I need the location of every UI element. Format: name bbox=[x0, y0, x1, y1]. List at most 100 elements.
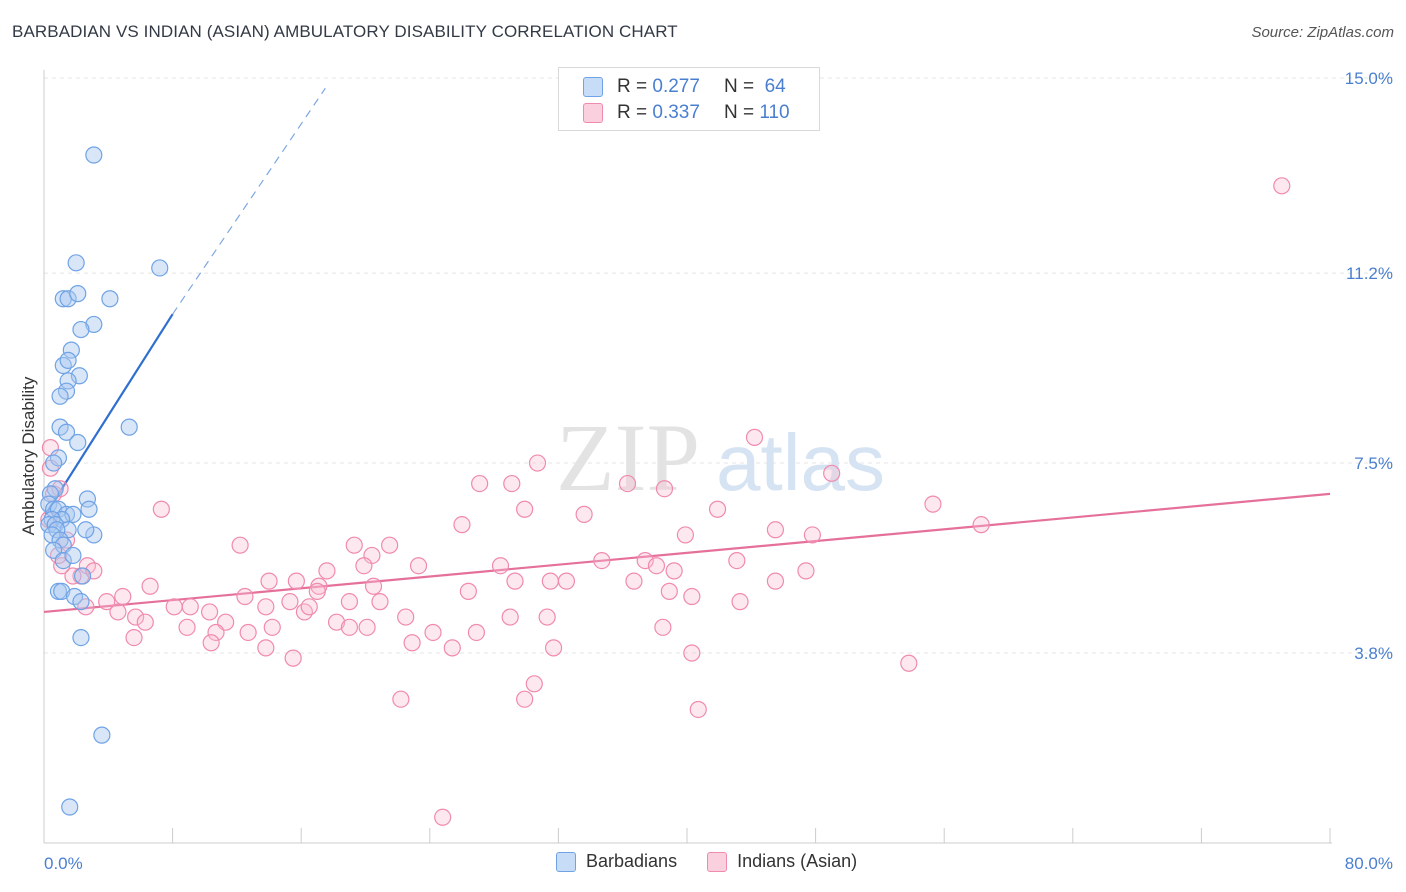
data-point bbox=[69, 433, 87, 452]
data-point bbox=[109, 603, 127, 621]
data-point bbox=[53, 582, 71, 600]
data-point bbox=[308, 582, 326, 600]
data-point bbox=[327, 613, 346, 631]
legend-row-barbadians: R = 0.277 N = 64 bbox=[583, 75, 786, 99]
data-point bbox=[165, 598, 183, 616]
data-point bbox=[364, 577, 383, 595]
data-point bbox=[544, 639, 563, 657]
data-point bbox=[541, 572, 559, 590]
data-point bbox=[345, 536, 363, 554]
x-tick-label: 80.0% bbox=[1345, 854, 1393, 873]
data-point bbox=[745, 428, 764, 446]
data-point bbox=[972, 516, 990, 534]
data-point bbox=[136, 613, 154, 631]
legend-n-value: 110 bbox=[759, 102, 790, 123]
legend-swatch-indians bbox=[583, 103, 603, 123]
data-point bbox=[803, 526, 821, 544]
data-point bbox=[151, 259, 169, 277]
data-point bbox=[766, 521, 785, 539]
source-label: Source: ZipAtlas.com bbox=[1251, 24, 1394, 41]
data-point bbox=[257, 598, 275, 616]
data-point bbox=[593, 551, 611, 570]
data-point bbox=[424, 623, 442, 642]
data-point bbox=[73, 567, 92, 585]
data-point bbox=[340, 593, 359, 611]
data-point bbox=[59, 290, 77, 308]
data-point bbox=[70, 367, 88, 385]
data-point bbox=[516, 690, 534, 708]
data-point bbox=[85, 562, 103, 580]
data-point bbox=[453, 516, 471, 534]
data-point bbox=[766, 572, 785, 590]
data-point bbox=[434, 808, 452, 826]
data-point bbox=[67, 254, 85, 272]
data-point bbox=[295, 603, 314, 621]
data-point bbox=[281, 593, 299, 611]
series-label-barbadians: Barbadians bbox=[586, 851, 678, 871]
data-point bbox=[236, 587, 254, 606]
y-tick-label: 15.0% bbox=[1345, 69, 1393, 88]
data-point bbox=[443, 639, 461, 657]
data-point bbox=[49, 449, 68, 467]
data-point bbox=[141, 577, 159, 595]
data-point bbox=[371, 593, 389, 611]
legend-swatch-barbadians bbox=[583, 77, 603, 97]
data-point bbox=[924, 495, 942, 513]
data-point bbox=[647, 557, 666, 575]
data-point bbox=[64, 505, 82, 523]
watermark-zip: ZIP bbox=[556, 404, 700, 511]
watermark: ZIP atlas bbox=[556, 404, 885, 511]
data-point bbox=[731, 593, 749, 611]
data-point bbox=[655, 480, 674, 498]
data-point bbox=[358, 618, 376, 636]
data-point bbox=[54, 551, 72, 570]
data-point bbox=[181, 598, 199, 616]
data-point bbox=[178, 618, 196, 636]
data-point bbox=[127, 608, 145, 626]
data-point bbox=[491, 557, 510, 575]
x-tick-label: 0.0% bbox=[44, 854, 83, 873]
data-point bbox=[72, 628, 90, 647]
series-legend-barbadians[interactable]: Barbadians bbox=[556, 851, 677, 872]
data-point bbox=[797, 562, 815, 580]
data-points bbox=[40, 146, 1291, 826]
y-tick-labels: 3.8% 7.5% 11.2% 15.0% bbox=[1345, 69, 1393, 663]
legend-r-value: 0.277 bbox=[652, 76, 700, 97]
watermark-atlas: atlas bbox=[716, 418, 885, 507]
data-point bbox=[59, 351, 77, 369]
trend-line-barbadians-extension bbox=[172, 87, 326, 315]
data-point bbox=[381, 536, 399, 554]
legend-r-label: R = bbox=[617, 102, 648, 123]
series-points bbox=[40, 146, 169, 816]
data-point bbox=[538, 608, 556, 626]
data-point bbox=[93, 726, 111, 744]
data-point bbox=[85, 146, 103, 164]
y-tick-label: 7.5% bbox=[1354, 454, 1393, 473]
y-tick-label: 11.2% bbox=[1346, 264, 1393, 283]
legend-row-indians: R = 0.337 N = 110 bbox=[583, 101, 790, 125]
data-point bbox=[501, 608, 519, 626]
data-point bbox=[239, 623, 257, 642]
data-point bbox=[665, 562, 683, 580]
data-point bbox=[355, 557, 373, 575]
data-point bbox=[516, 500, 534, 518]
data-point bbox=[467, 623, 486, 642]
data-point bbox=[45, 454, 63, 472]
legend-n-value: 64 bbox=[764, 76, 786, 97]
data-point bbox=[471, 474, 489, 493]
data-point bbox=[260, 572, 278, 590]
data-point bbox=[85, 315, 103, 334]
trend-lines bbox=[43, 87, 1331, 614]
data-point bbox=[207, 623, 225, 642]
data-point bbox=[525, 675, 543, 693]
data-point bbox=[48, 521, 66, 539]
series-legend: Barbadians Indians (Asian) bbox=[556, 851, 887, 872]
data-point bbox=[1273, 177, 1291, 195]
data-point bbox=[683, 587, 701, 606]
data-point bbox=[64, 546, 82, 565]
chart-title: BARBADIAN VS INDIAN (ASIAN) AMBULATORY D… bbox=[12, 22, 678, 41]
data-point bbox=[69, 285, 87, 303]
data-point bbox=[77, 521, 95, 539]
data-point bbox=[683, 644, 701, 662]
series-legend-indians[interactable]: Indians (Asian) bbox=[707, 851, 857, 872]
